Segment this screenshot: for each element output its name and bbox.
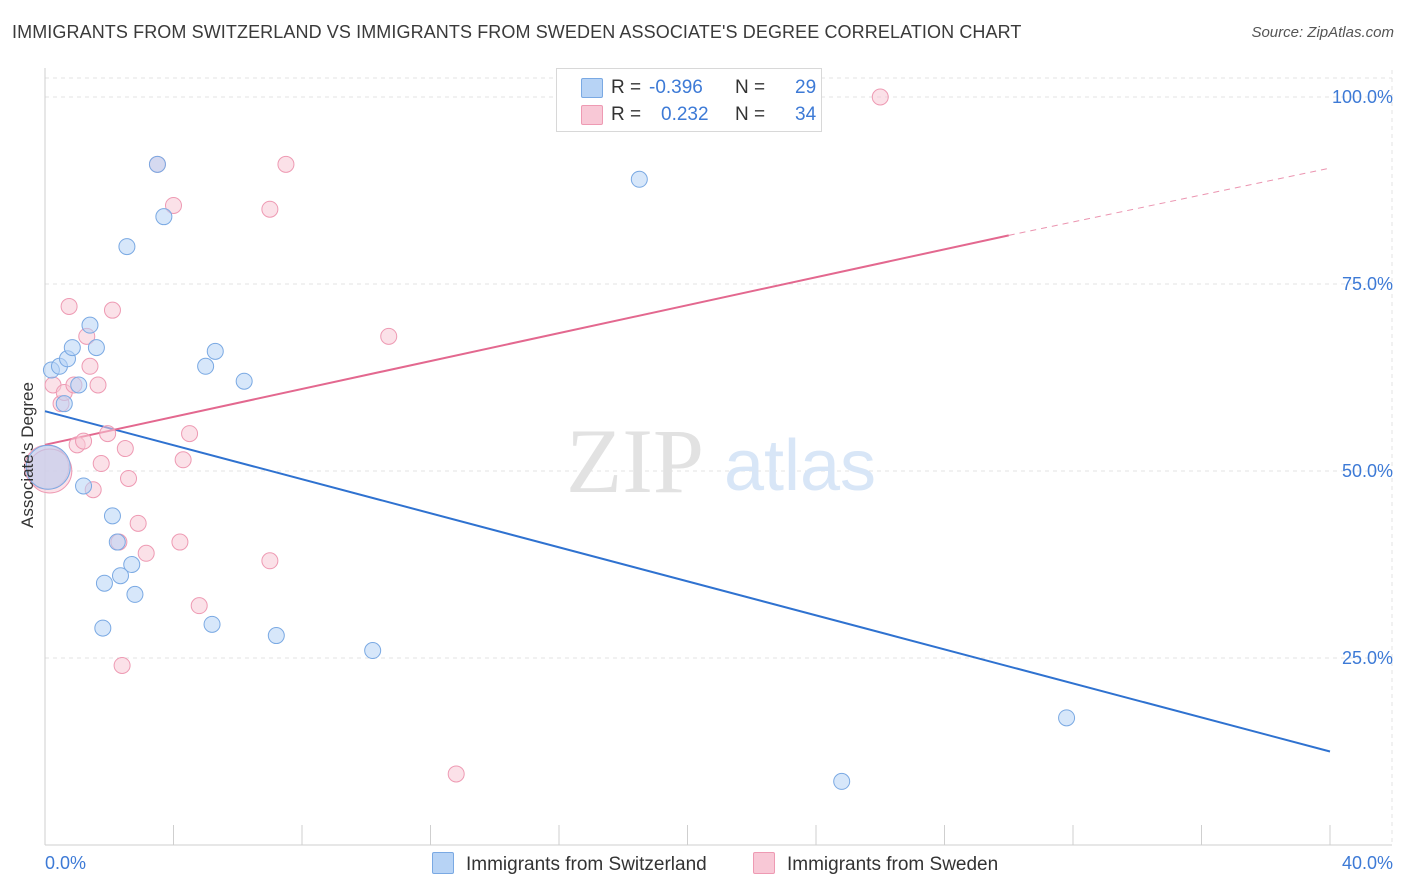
point-sweden: [75, 432, 93, 450]
r-label: R =: [611, 104, 642, 125]
legend-label: Immigrants from Switzerland: [466, 854, 707, 875]
n-label: N =: [735, 104, 766, 125]
point-switzerland: [364, 642, 382, 660]
point-switzerland: [94, 619, 112, 637]
point-switzerland: [95, 574, 113, 592]
legend-swatch-blue: [581, 78, 603, 98]
y-tick-label: 100.0%: [1332, 87, 1393, 107]
n-value: 29: [795, 77, 817, 98]
point-sweden: [165, 196, 182, 214]
point-switzerland: [75, 477, 93, 495]
point-sweden: [92, 455, 110, 473]
point-switzerland: [1058, 709, 1076, 727]
y-tick-label: 25.0%: [1342, 648, 1393, 668]
point-switzerland: [123, 556, 141, 573]
trend-line-sweden-extension: [1008, 167, 1331, 236]
point-switzerland: [118, 238, 136, 256]
legend-swatch-pink: [581, 105, 603, 125]
y-tick-label: 50.0%: [1342, 461, 1393, 481]
point-sweden: [60, 297, 78, 315]
point-sweden: [116, 440, 134, 458]
trend-line-sweden: [44, 234, 1009, 446]
bottom-legend-sweden: Immigrants from Sweden: [753, 852, 998, 876]
axis-layer: [44, 68, 1392, 846]
watermark-atlas: atlas: [724, 426, 876, 506]
point-switzerland: [108, 533, 126, 551]
point-sweden: [190, 597, 208, 615]
correlation-legend: R = -0.396 N = 29 R = 0.232 N = 34: [556, 68, 822, 132]
chart-title: IMMIGRANTS FROM SWITZERLAND VS IMMIGRANT…: [12, 22, 1022, 42]
point-sweden: [129, 514, 147, 532]
y-tick-label: 75.0%: [1342, 274, 1393, 294]
bottom-legend-switzerland: Immigrants from Switzerland: [432, 852, 707, 876]
n-label: N =: [735, 77, 766, 98]
point-switzerland: [630, 170, 648, 188]
point-sweden: [171, 533, 189, 551]
point-sweden: [103, 301, 121, 319]
point-switzerland: [25, 444, 71, 490]
point-switzerland: [203, 615, 221, 633]
point-switzerland: [206, 342, 224, 360]
point-sweden: [89, 376, 107, 394]
point-sweden: [261, 552, 279, 570]
point-switzerland: [70, 376, 88, 394]
point-switzerland: [103, 507, 121, 525]
point-switzerland: [155, 208, 173, 226]
point-sweden: [120, 469, 138, 487]
watermark-zip: ZIP: [566, 410, 704, 512]
point-sweden: [81, 357, 99, 375]
point-switzerland: [126, 585, 144, 603]
source-label: Source: ZipAtlas.com: [1251, 24, 1394, 41]
point-switzerland: [148, 155, 166, 173]
point-switzerland: [63, 339, 81, 357]
point-sweden: [871, 88, 889, 106]
point-switzerland: [235, 372, 253, 390]
point-sweden: [380, 327, 398, 345]
point-switzerland: [55, 395, 73, 413]
x-tick-label: 0.0%: [45, 853, 86, 873]
r-value: 0.232: [661, 104, 709, 125]
point-switzerland: [267, 627, 285, 645]
legend-label: Immigrants from Sweden: [787, 854, 999, 875]
point-sweden: [99, 425, 117, 443]
point-switzerland: [833, 772, 851, 790]
grid-layer: [45, 70, 1393, 845]
point-switzerland: [197, 357, 215, 375]
point-sweden: [277, 155, 295, 173]
y-axis-label: Associate's Degree: [18, 382, 37, 528]
point-sweden: [174, 451, 192, 469]
tick-label-layer: 25.0% 50.0% 75.0% 100.0% 0.0% 40.0%: [45, 87, 1393, 873]
trend-line-switzerland: [44, 410, 1331, 753]
point-sweden: [113, 656, 131, 674]
trend-layer: [44, 167, 1331, 753]
point-sweden: [261, 200, 279, 218]
n-value: 34: [795, 104, 817, 125]
point-switzerland: [111, 567, 129, 585]
legend-swatch-pink: [753, 852, 775, 874]
point-sweden: [137, 544, 155, 562]
r-label: R =: [611, 77, 642, 98]
x-tick-label: 40.0%: [1342, 853, 1393, 873]
point-switzerland: [87, 339, 105, 357]
r-value: -0.396: [649, 77, 703, 98]
point-switzerland: [81, 316, 99, 334]
legend-swatch-blue: [432, 852, 454, 874]
point-sweden: [447, 765, 465, 783]
point-sweden: [181, 425, 199, 443]
points-layer: [24, 88, 1076, 790]
